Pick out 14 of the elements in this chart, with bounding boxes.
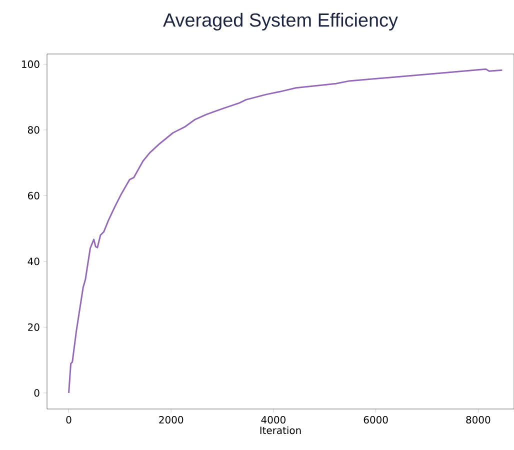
- chart-title: Averaged System Efficiency: [163, 12, 398, 30]
- x-tick-label: 6000: [364, 416, 388, 424]
- y-tick-label: 100: [22, 60, 40, 68]
- y-tick-label: 20: [28, 323, 40, 331]
- x-tick-label: 4000: [261, 416, 286, 424]
- y-tick-label: 60: [28, 192, 40, 200]
- y-tick-label: 40: [28, 258, 40, 266]
- x-axis-title: Iteration: [260, 426, 301, 434]
- x-tick-label: 2000: [159, 416, 184, 424]
- x-tick-label: 8000: [466, 416, 490, 424]
- y-tick-label: 80: [28, 126, 40, 134]
- x-tick-label: 0: [66, 416, 72, 424]
- line-series: [68, 68, 503, 394]
- y-tick-label: 0: [34, 389, 40, 397]
